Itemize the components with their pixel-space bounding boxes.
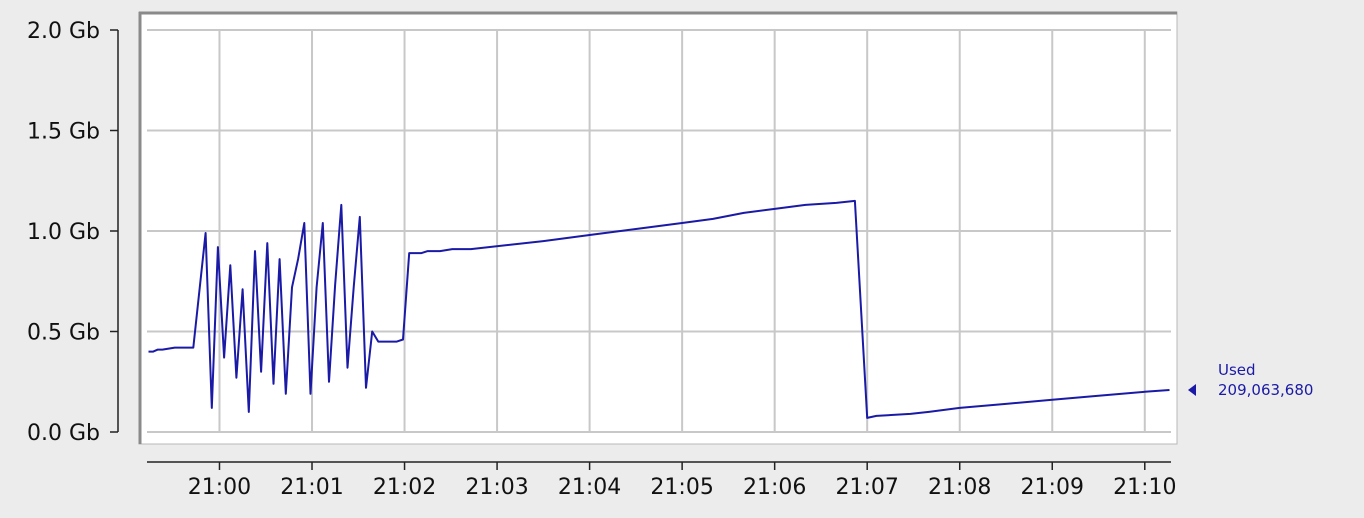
plot-area: [138, 11, 1178, 445]
x-tick-label: 21:07: [835, 475, 898, 500]
y-tick-label: 1.0 Gb: [27, 220, 100, 245]
x-tick-label: 21:08: [928, 475, 991, 500]
y-tick-label: 2.0 Gb: [27, 19, 100, 44]
y-tick-label: 0.5 Gb: [27, 321, 100, 346]
x-tick-label: 21:06: [743, 475, 806, 500]
axes: 0.0 Gb 0.5 Gb 1.0 Gb 1.5 Gb 2.0 Gb 21:00 21:01…: [27, 19, 1176, 500]
x-tick-label: 21:05: [650, 475, 713, 500]
plot-background: [138, 11, 1178, 445]
x-tick-label: 21:01: [280, 475, 343, 500]
series-line-used: [148, 199, 1170, 419]
legend-series-value: 209,063,680: [1218, 381, 1313, 399]
x-tick-label: 21:02: [373, 475, 436, 500]
y-tick-label: 1.5 Gb: [27, 120, 100, 145]
x-tick-label: 21:10: [1113, 475, 1176, 500]
legend-series-name: Used: [1218, 361, 1256, 379]
legend-marker-icon: [1188, 384, 1196, 396]
legend: Used 209,063,680: [1188, 361, 1313, 399]
x-tick-label: 21:00: [188, 475, 251, 500]
y-tick-label: 0.0 Gb: [27, 421, 100, 446]
x-tick-label: 21:09: [1021, 475, 1084, 500]
x-tick-label: 21:03: [465, 475, 528, 500]
x-tick-label: 21:04: [558, 475, 621, 500]
